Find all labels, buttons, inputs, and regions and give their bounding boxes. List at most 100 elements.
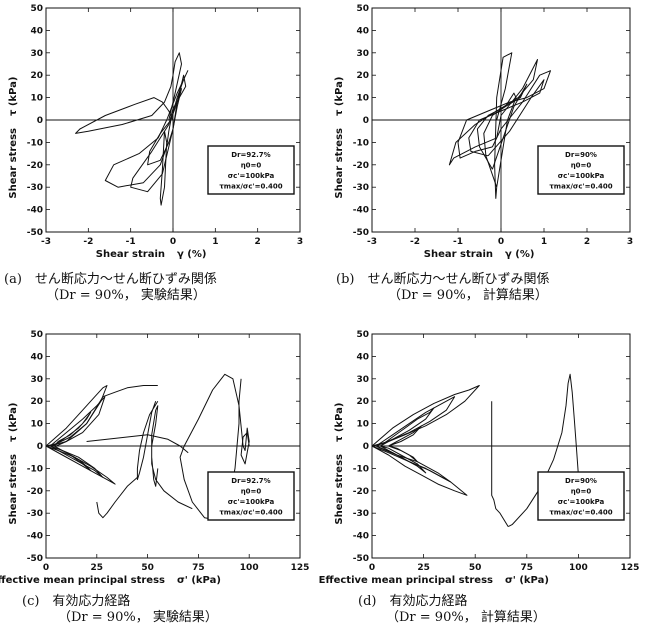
- x-tick-label: 0: [170, 237, 176, 247]
- legend-entry: σc'=100kPa: [558, 498, 605, 506]
- y-tick-label: -40: [353, 532, 369, 542]
- y-tick-label: 50: [30, 4, 43, 14]
- y-tick-label: -30: [353, 183, 369, 193]
- chart-d: 0 25 50 75 100 125 -50 -40 -30 -20 -10 0 10 20 30 40 50 E…: [319, 330, 640, 586]
- y-tick-label: 0: [37, 442, 43, 452]
- data-series-3: [130, 74, 187, 193]
- legend-box: [207, 471, 295, 521]
- y-tick-label: -20: [353, 487, 369, 497]
- data-series-9: [388, 425, 422, 447]
- data-series-8: [380, 445, 427, 474]
- x-tick-label: 1: [541, 237, 547, 247]
- y-tick-label: 20: [356, 397, 369, 407]
- x-tick-label: -3: [41, 237, 51, 247]
- chart-a: -3 -2 -1 0 1 2 3-50-40-30-20-1001020304050Shea…: [8, 4, 303, 260]
- y-tick-label: -40: [27, 532, 43, 542]
- x-tick-label: 100: [569, 563, 588, 573]
- caption-a-line2: （Dr = 90%， 実験結果）: [46, 288, 206, 303]
- y-axis-symbol: τ (kPa): [334, 77, 345, 116]
- y-tick-label: 10: [30, 94, 43, 104]
- data-series-8: [49, 396, 106, 447]
- x-tick-label: 100: [240, 563, 259, 573]
- data-series-2: [491, 401, 509, 527]
- y-tick-label: 30: [30, 375, 43, 385]
- x-tick-label: 125: [291, 563, 310, 573]
- caption-c-line2: （Dr = 90%， 実験結果）: [58, 610, 218, 625]
- x-tick-label: -2: [83, 237, 93, 247]
- x-tick-label: 0: [369, 563, 375, 573]
- x-tick-label: 2: [255, 237, 261, 247]
- y-tick-label: -30: [27, 183, 43, 193]
- x-tick-label: 50: [141, 563, 154, 573]
- y-tick-label: 50: [30, 330, 43, 340]
- legend-entry: Dr=90%: [565, 151, 597, 159]
- y-axis-symbol: τ (kPa): [8, 403, 19, 442]
- data-series-9: [49, 445, 104, 478]
- data-series-1: [240, 427, 250, 465]
- y-tick-label: -10: [353, 138, 369, 148]
- caption-c-line1: (c) 有効応力経路: [22, 594, 131, 609]
- y-tick-label: 0: [363, 116, 369, 126]
- y-tick-label: -30: [353, 509, 369, 519]
- x-tick-label: 2: [584, 237, 590, 247]
- x-tick-label: 3: [627, 237, 633, 247]
- x-tick-label: 25: [417, 563, 430, 573]
- y-axis-label-group: Shear stress τ (kPa): [8, 403, 19, 525]
- legend-box: [207, 145, 295, 195]
- x-tick-label: 75: [521, 563, 534, 573]
- legend-entry: σc'=100kPa: [558, 172, 605, 180]
- y-tick-label: -50: [27, 228, 43, 238]
- legend-entry: η0=0: [571, 488, 592, 496]
- y-tick-label: -20: [353, 161, 369, 171]
- data-series-3: [457, 70, 551, 159]
- caption-d: (d) 有効応力経路 （Dr = 90%， 計算結果）: [358, 594, 546, 626]
- y-tick-label: -30: [27, 509, 43, 519]
- legend-entry: σc'=100kPa: [228, 172, 275, 180]
- y-tick-label: -10: [27, 464, 43, 474]
- y-axis-label-group: Shear stress τ (kPa): [334, 77, 345, 199]
- caption-a-line1: (a) せん断応力～せん断ひずみ関係: [4, 272, 217, 287]
- data-series-6: [483, 92, 517, 188]
- x-axis-label: Effective mean principal stress: [0, 575, 165, 586]
- data-series-5: [375, 396, 456, 447]
- x-tick-label: 125: [621, 563, 640, 573]
- y-tick-label: -50: [27, 554, 43, 564]
- caption-b: (b) せん断応力～せん断ひずみ関係 （Dr = 90%， 計算結果）: [336, 272, 549, 304]
- y-axis-label-group: Shear stress τ (kPa): [8, 77, 19, 199]
- data-series-3: [371, 385, 480, 447]
- y-tick-label: -20: [27, 487, 43, 497]
- data-series-4: [371, 445, 468, 496]
- x-axis-symbol: σ' (kPa): [177, 575, 221, 586]
- x-tick-label: 25: [91, 563, 104, 573]
- y-tick-label: 50: [356, 330, 369, 340]
- y-tick-label: 0: [37, 116, 43, 126]
- data-series-6: [45, 385, 108, 447]
- legend-entry: τmax/σc'=0.400: [219, 183, 282, 191]
- caption-b-line1: (b) せん断応力～せん断ひずみ関係: [336, 272, 550, 287]
- legend-entry: τmax/σc'=0.400: [549, 183, 612, 191]
- x-tick-label: 75: [192, 563, 205, 573]
- y-tick-label: 10: [356, 420, 369, 430]
- y-tick-label: -40: [27, 206, 43, 216]
- y-tick-label: -50: [353, 228, 369, 238]
- x-axis-symbol: γ (%): [177, 249, 206, 260]
- y-tick-label: 20: [30, 397, 43, 407]
- x-tick-label: 0: [498, 237, 504, 247]
- caption-b-line2: （Dr = 90%， 計算結果）: [388, 288, 548, 303]
- y-tick-label: -50: [353, 554, 369, 564]
- y-tick-label: 50: [356, 4, 369, 14]
- y-tick-label: 10: [356, 94, 369, 104]
- chart-c: 0 25 50 75 100 125 -50 -40 -30 -20 -10 0 10 20 30 40 50 E…: [0, 330, 309, 586]
- data-series-3: [151, 405, 193, 510]
- x-axis-symbol: γ (%): [505, 249, 534, 260]
- x-axis-label: Effective mean principal stress: [319, 575, 493, 586]
- data-series-7: [380, 407, 435, 447]
- y-tick-label: -10: [353, 464, 369, 474]
- legend-entry: Dr=92.7%: [231, 151, 270, 159]
- x-tick-label: 50: [469, 563, 482, 573]
- y-tick-label: -20: [27, 161, 43, 171]
- data-series-7: [45, 445, 116, 485]
- caption-c: (c) 有効応力経路 （Dr = 90%， 実験結果）: [22, 594, 218, 626]
- data-series-2: [179, 373, 244, 521]
